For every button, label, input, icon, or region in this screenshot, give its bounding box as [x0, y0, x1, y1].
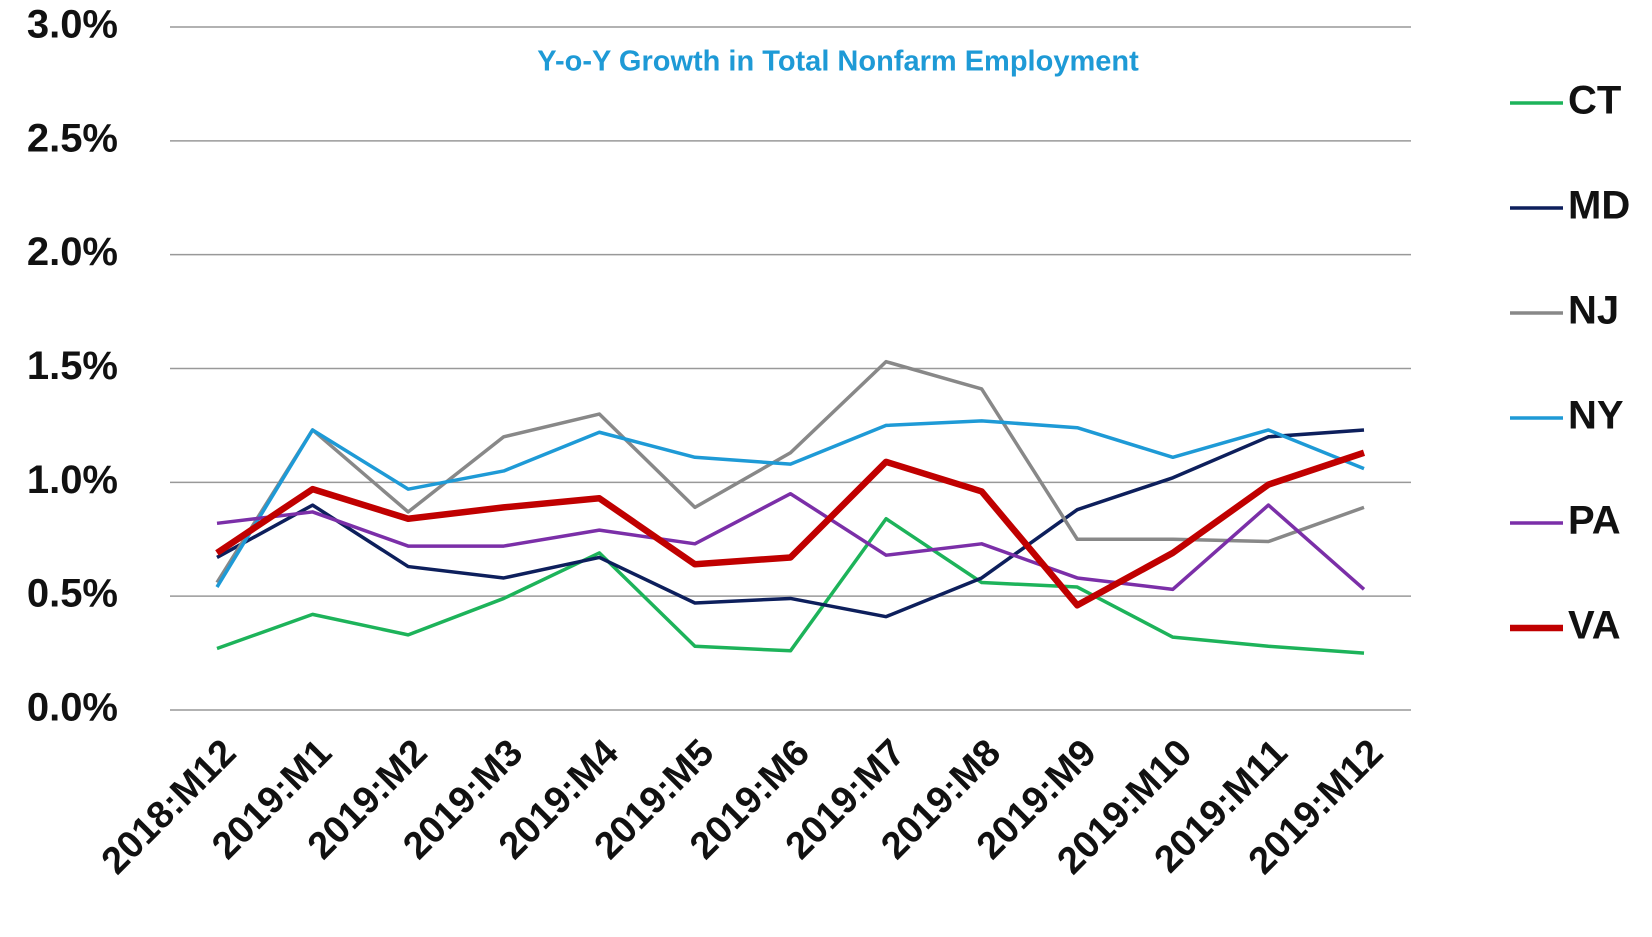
- legend-label: NJ: [1568, 289, 1619, 333]
- legend-label: CT: [1568, 79, 1621, 123]
- y-tick-label: 3.0%: [27, 3, 118, 47]
- chart-title: Y-o-Y Growth in Total Nonfarm Employment: [537, 46, 1139, 78]
- series-line: [216, 428, 1365, 619]
- y-tick-label: 0.5%: [27, 572, 118, 616]
- series-line: [216, 517, 1365, 655]
- legend-label: NY: [1568, 394, 1624, 438]
- y-tick-label: 0.0%: [27, 686, 118, 730]
- legend-label: VA: [1568, 604, 1621, 648]
- y-tick-label: 2.0%: [27, 230, 118, 274]
- legend-label: MD: [1568, 184, 1630, 228]
- y-tick-label: 1.5%: [27, 344, 118, 388]
- x-tick-label: 2018:M12: [94, 732, 245, 883]
- series-line: [216, 491, 1366, 592]
- y-tick-label: 2.5%: [27, 116, 118, 160]
- legend-label: PA: [1568, 499, 1621, 543]
- y-tick-label: 1.0%: [27, 458, 118, 502]
- series-line: [215, 359, 1365, 584]
- series-line: [215, 449, 1366, 609]
- series-line: [215, 419, 1365, 588]
